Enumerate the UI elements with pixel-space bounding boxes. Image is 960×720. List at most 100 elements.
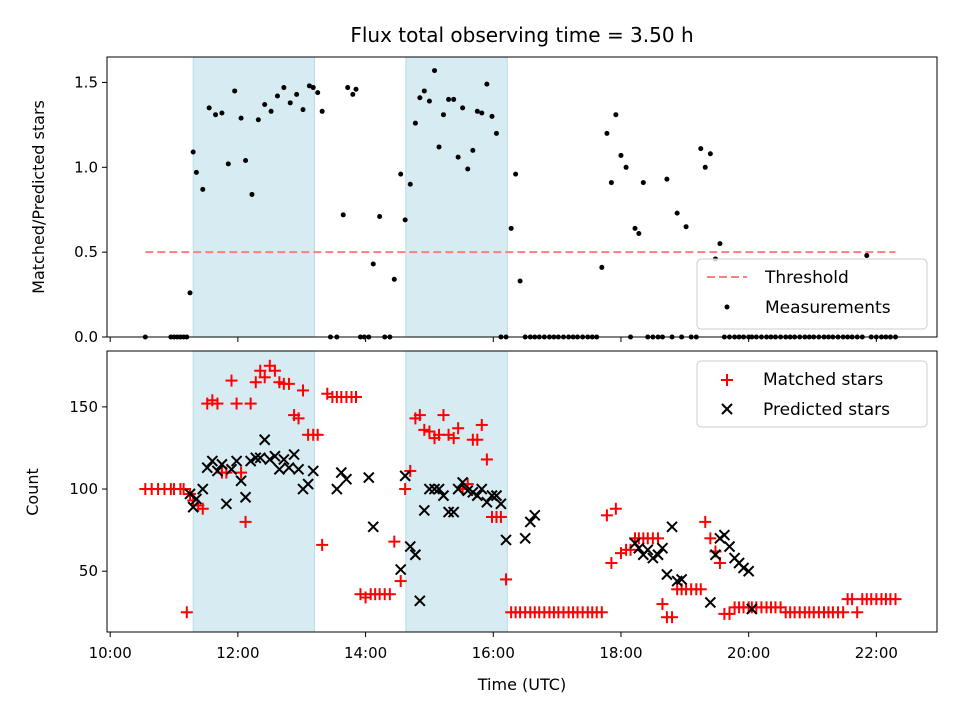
x-tick-label: 16:00 (472, 644, 515, 662)
predicted-star-marker (254, 452, 266, 464)
measurement-point (243, 158, 249, 164)
predicted-star-marker (230, 455, 243, 467)
chart-title: Flux total observing time = 3.50 h (350, 23, 693, 47)
predicted-star-marker (442, 506, 455, 518)
measurement-point (508, 225, 514, 231)
measurement-point (436, 144, 442, 150)
matched-star-marker (225, 374, 238, 387)
matched-star-marker (350, 391, 362, 404)
predicted-star-marker (452, 483, 464, 495)
measurement-point (517, 278, 523, 284)
measurement-point (353, 86, 359, 92)
predicted-star-marker (292, 463, 305, 476)
predicted-star-marker (652, 549, 664, 561)
matched-star-marker (211, 397, 224, 410)
measurement-point (465, 166, 471, 172)
measurement-point (412, 120, 418, 126)
matched-star-marker (311, 428, 324, 441)
measurement-point (698, 146, 704, 152)
predicted-star-marker (666, 521, 678, 533)
measurement-point (370, 261, 376, 267)
predicted-star-marker (225, 463, 238, 476)
predicted-star-marker (647, 552, 659, 564)
legend-threshold-label: Threshold (764, 268, 849, 288)
measurement-point (446, 96, 452, 102)
measurement-point (306, 83, 312, 89)
predicted-star-marker (302, 478, 314, 490)
measurement-point (493, 130, 499, 136)
predicted-star-marker (428, 483, 441, 495)
matched-star-marker (254, 364, 267, 377)
predicted-star-marker (363, 471, 375, 484)
top-y-axis-title: Matched/Predicted stars (29, 100, 48, 294)
measurement-point (300, 107, 306, 113)
measurement-point (451, 96, 457, 102)
measurement-point (187, 290, 193, 296)
measurement-point (193, 169, 199, 175)
measurement-point (604, 130, 610, 136)
matched-star-marker (609, 502, 622, 515)
measurement-point (345, 85, 351, 91)
predicted-star-marker (709, 549, 722, 561)
matched-star-marker (600, 509, 613, 522)
matched-star-marker (404, 464, 417, 477)
predicted-star-marker (656, 542, 669, 554)
bottom-panel: 50 100 150 10:00 12:00 14:00 16:00 18:00 20:00 2… (23, 350, 938, 694)
measurement-point (417, 95, 423, 101)
matched-star-marker (500, 573, 513, 586)
predicted-star-marker (394, 563, 407, 576)
matched-star-marker (413, 409, 426, 422)
top-y-tick-label: 1.5 (74, 73, 98, 91)
predicted-star-marker (661, 568, 673, 581)
top-shade-0 (192, 56, 315, 338)
measurement-point (474, 108, 480, 114)
predicted-star-marker (481, 496, 493, 508)
predicted-star-marker (331, 483, 343, 495)
bot-y-tick-label: 50 (79, 562, 98, 580)
predicted-star-marker (283, 461, 295, 474)
measurement-point (200, 186, 206, 192)
measurement-point (310, 85, 316, 91)
matched-star-marker (694, 583, 707, 596)
predicted-star-marker (746, 603, 758, 615)
predicted-star-marker (190, 493, 203, 505)
measurement-point (402, 217, 408, 223)
predicted-star-marker (220, 498, 233, 510)
matched-star-marker (196, 502, 209, 515)
predicted-star-marker (184, 488, 196, 500)
matched-star-marker (452, 422, 465, 435)
matched-star-marker (297, 384, 310, 397)
measurement-point (640, 180, 646, 186)
matched-star-marker (471, 433, 484, 446)
predicted-star-marker (258, 434, 271, 446)
measurement-point (262, 102, 268, 108)
measurement-point (707, 151, 713, 157)
measurement-point (440, 112, 446, 118)
matched-star-marker (180, 606, 193, 619)
bottom-plot-frame (106, 350, 938, 633)
bottom-y-axis-title: Count (23, 468, 42, 516)
bot-y-tick-label: 100 (69, 480, 98, 498)
measurement-point (350, 91, 356, 97)
bottom-legend: Matched stars Predicted stars (696, 360, 928, 428)
matched-star-marker (666, 611, 679, 624)
measurement-point (294, 91, 300, 97)
matched-star-marker (837, 606, 850, 619)
x-axis-title: Time (UTC) (477, 675, 566, 694)
predicted-star-marker (414, 595, 426, 607)
predicted-star-marker (423, 483, 436, 495)
measurement-point (206, 105, 212, 111)
predicted-star-marker (278, 453, 290, 466)
matched-star-marker (282, 377, 295, 390)
x-tick-label: 22:00 (855, 644, 898, 662)
matched-star-marker (889, 593, 902, 606)
predicted-star-marker (433, 483, 445, 495)
predicted-star-marker (206, 455, 219, 467)
legend-matched-swatch (721, 374, 733, 386)
measurement-point (219, 110, 225, 116)
predicted-star-marker (529, 509, 541, 522)
predicted-star-marker (404, 540, 416, 553)
predicted-star-marker (633, 542, 645, 554)
measurement-point (513, 171, 519, 177)
matched-star-marker (723, 607, 736, 620)
